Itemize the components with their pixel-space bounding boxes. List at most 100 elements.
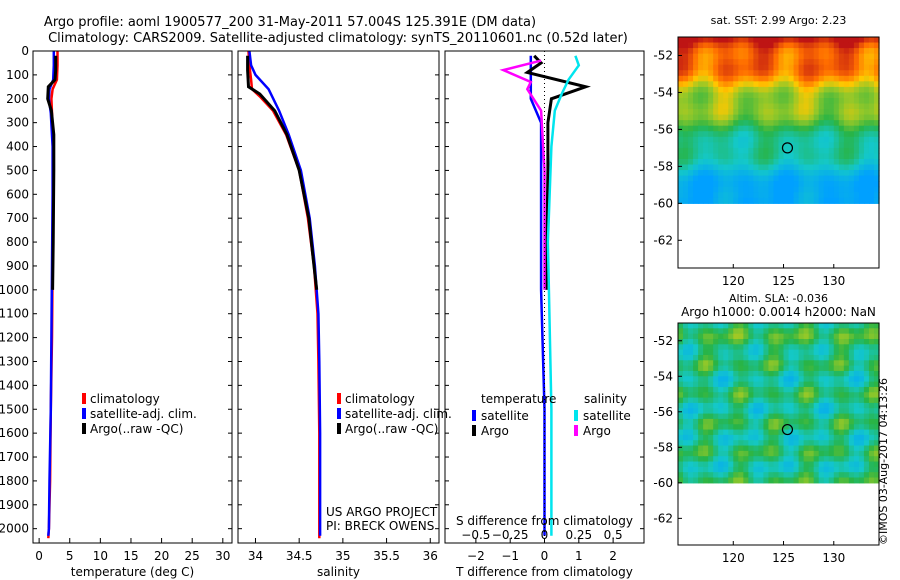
heatmap-cell bbox=[873, 114, 880, 121]
heatmap-cell bbox=[853, 349, 860, 356]
heatmap-cell bbox=[693, 338, 699, 345]
heatmap-cell bbox=[808, 328, 815, 335]
heatmap-cell bbox=[688, 413, 694, 420]
heatmap-cell bbox=[708, 429, 714, 436]
heatmap-cell bbox=[738, 365, 744, 372]
heatmap-cell bbox=[758, 424, 765, 431]
heatmap-cell bbox=[758, 392, 765, 399]
heatmap-cell bbox=[733, 413, 739, 420]
heatmap-cell bbox=[683, 397, 689, 404]
heatmap-cell bbox=[718, 48, 724, 55]
heatmap-cell bbox=[803, 381, 810, 388]
heatmap-cell bbox=[843, 450, 850, 457]
heatmap-cell bbox=[778, 120, 785, 127]
x-tick-label: 0 bbox=[35, 549, 43, 563]
heatmap-cell bbox=[678, 153, 684, 160]
heatmap-cell bbox=[873, 186, 880, 193]
heatmap-cell bbox=[713, 365, 719, 372]
heatmap-cell bbox=[728, 344, 734, 351]
heatmap-cell bbox=[838, 142, 845, 149]
heatmap-cell bbox=[753, 456, 760, 463]
heatmap-cell bbox=[723, 434, 729, 441]
heatmap-cell bbox=[838, 349, 845, 356]
heatmap-cell bbox=[683, 413, 689, 420]
heatmap-cell bbox=[788, 97, 795, 105]
heatmap-cell bbox=[693, 103, 699, 110]
heatmap-cell bbox=[858, 114, 865, 121]
heatmap-cell bbox=[813, 408, 820, 415]
series-line-argo-temperature bbox=[523, 54, 591, 290]
heatmap-cell bbox=[833, 164, 840, 171]
heatmap-cell bbox=[788, 323, 795, 329]
heatmap-cell bbox=[738, 75, 744, 82]
heatmap-cell bbox=[873, 349, 880, 356]
heatmap-cell bbox=[773, 418, 780, 425]
heatmap-cell bbox=[713, 42, 719, 49]
heatmap-cell bbox=[783, 170, 790, 177]
heatmap-cell bbox=[783, 418, 790, 425]
heatmap-cell bbox=[783, 360, 790, 367]
heatmap-cell bbox=[703, 328, 709, 335]
heatmap-cell bbox=[843, 92, 850, 99]
heatmap-cell bbox=[798, 120, 805, 127]
heatmap-cell bbox=[733, 92, 739, 99]
heatmap-cell bbox=[783, 381, 790, 388]
heatmap-cell bbox=[748, 349, 754, 356]
heatmap-cell bbox=[733, 397, 739, 404]
heatmap-cell bbox=[848, 360, 855, 367]
heatmap-cell bbox=[743, 170, 749, 177]
heatmap-cell bbox=[733, 338, 739, 345]
heatmap-cell bbox=[838, 429, 845, 436]
heatmap-cell bbox=[703, 42, 709, 49]
heatmap-cell bbox=[723, 381, 729, 388]
heatmap-cell bbox=[768, 370, 775, 377]
map-frame bbox=[677, 36, 880, 269]
heatmap-cell bbox=[758, 323, 765, 329]
heatmap-cell bbox=[788, 175, 795, 182]
heatmap-cell bbox=[818, 75, 825, 82]
heatmap-cell bbox=[763, 97, 770, 105]
heatmap-cell bbox=[858, 466, 865, 473]
heatmap-cell bbox=[758, 75, 765, 82]
heatmap-cell bbox=[833, 64, 840, 71]
heatmap-cell bbox=[873, 136, 880, 143]
heatmap-cell bbox=[808, 424, 815, 431]
heatmap-cell bbox=[748, 461, 754, 468]
heatmap-cell bbox=[758, 158, 765, 166]
heatmap-cell bbox=[863, 344, 870, 351]
heatmap-cell bbox=[813, 120, 820, 127]
heatmap-cell bbox=[863, 164, 870, 171]
heatmap-cell bbox=[728, 386, 734, 393]
heatmap-cell bbox=[733, 120, 739, 127]
heatmap-cell bbox=[743, 70, 749, 77]
heatmap-cell bbox=[848, 75, 855, 82]
s-tick-label: −0.5 bbox=[461, 528, 490, 542]
heatmap-cell bbox=[798, 408, 805, 415]
heatmap-cell bbox=[873, 86, 880, 94]
heatmap-cell bbox=[713, 142, 719, 149]
heatmap-cell bbox=[823, 333, 830, 340]
heatmap-cell bbox=[798, 370, 805, 377]
heatmap-cell bbox=[748, 59, 754, 66]
heatmap-cell bbox=[713, 386, 719, 393]
heatmap-cell bbox=[678, 349, 684, 356]
heatmap-cell bbox=[773, 344, 780, 351]
heatmap-cell bbox=[708, 192, 714, 199]
heatmap-cell bbox=[873, 450, 880, 457]
heatmap-cell bbox=[683, 109, 689, 116]
heatmap-cell bbox=[783, 402, 790, 409]
heatmap-cell bbox=[748, 86, 754, 94]
heatmap-cell bbox=[683, 338, 689, 345]
heatmap-cell bbox=[788, 42, 795, 49]
heatmap-cell bbox=[863, 477, 870, 484]
heatmap-cell bbox=[863, 418, 870, 425]
heatmap-cell bbox=[818, 120, 825, 127]
heatmap-cell bbox=[708, 397, 714, 404]
heatmap-cell bbox=[848, 120, 855, 127]
heatmap-cell bbox=[758, 408, 765, 415]
heatmap-cell bbox=[778, 456, 785, 463]
heatmap-cell bbox=[818, 81, 825, 88]
heatmap-cell bbox=[828, 103, 835, 110]
heatmap-cell bbox=[693, 53, 699, 60]
heatmap-cell bbox=[833, 197, 840, 204]
